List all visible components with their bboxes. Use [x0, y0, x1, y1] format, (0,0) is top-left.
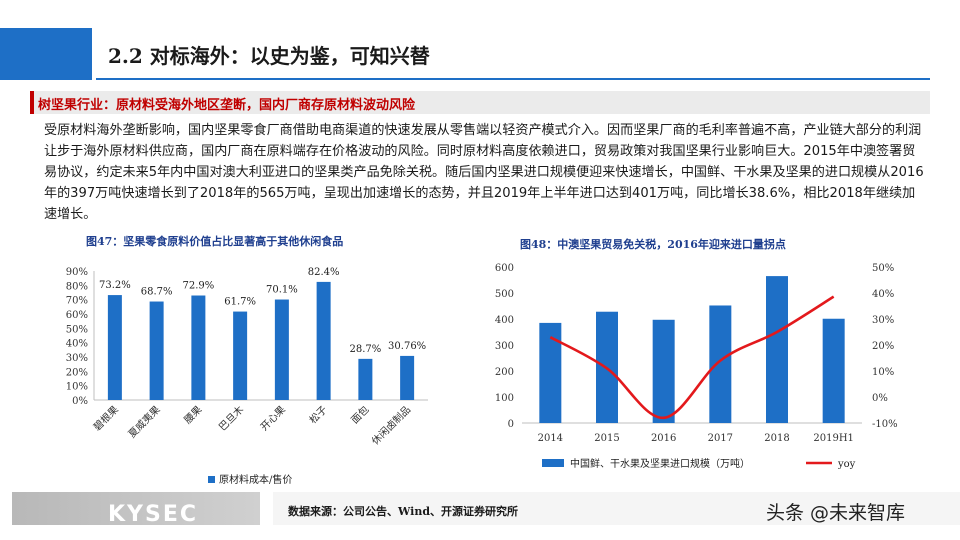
combo-chart-nut-imports: 0 100 200 300 400 500 600 -10% 0% 10% 20% 30% 40% 50%… — [495, 263, 898, 470]
x-tick-label: 开心果 — [258, 404, 288, 434]
header-rule — [96, 78, 930, 80]
bar — [233, 311, 248, 400]
footer-logo-background — [12, 492, 260, 525]
data-label: 61.7% — [224, 297, 256, 308]
bar — [709, 305, 732, 423]
x-tick-label: 2015 — [594, 433, 619, 444]
y-tick-label: 20% — [66, 367, 88, 378]
legend-label-yoy: yoy — [837, 459, 856, 470]
x-tick-label: 夏威夷果 — [125, 403, 162, 440]
bar — [149, 301, 164, 400]
y-left-tick-label: 400 — [495, 315, 514, 326]
bar — [539, 322, 562, 423]
legend-label-bars: 中国鲜、干水果及坚果进口规模（万吨） — [570, 457, 750, 470]
bar — [652, 319, 675, 423]
y-right-tick-label: 0% — [872, 393, 888, 404]
x-tick-label: 2016 — [651, 433, 676, 444]
legend-swatch-bars — [542, 459, 564, 467]
chart-title-fig47: 图47：坚果零食原料价值占比显著高于其他休闲食品 — [86, 235, 344, 248]
y-tick-label: 0% — [72, 396, 88, 407]
y-tick-label: 70% — [66, 296, 88, 307]
body-paragraph: 受原材料海外垄断影响，国内坚果零食厂商借助电商渠道的快速发展从零售端以轻资产模式… — [44, 123, 924, 222]
y-tick-label: 60% — [66, 310, 88, 321]
y-left-tick-label: 500 — [495, 289, 514, 300]
y-left-tick-label: 200 — [495, 367, 514, 378]
footer-bar — [0, 492, 960, 525]
company-logo: KYSEC — [108, 502, 198, 527]
section-heading-bar — [30, 91, 930, 114]
y-left-tick-label: 300 — [495, 341, 514, 352]
bar — [358, 358, 373, 400]
x-tick-label: 腰果 — [182, 404, 205, 427]
bar — [316, 281, 331, 400]
y-left-tick-label: 600 — [495, 263, 514, 274]
data-source-note: 数据来源：公司公告、Wind、开源证券研究所 — [288, 505, 519, 518]
y-right-tick-label: 30% — [872, 315, 894, 326]
y-right-tick-label: 40% — [872, 289, 894, 300]
x-tick-label: 碧根果 — [91, 403, 121, 433]
yoy-line — [549, 295, 835, 420]
data-label: 82.4% — [308, 267, 340, 278]
footer-source-band — [270, 492, 960, 525]
data-label: 72.9% — [182, 281, 214, 292]
header-accent-block — [0, 28, 92, 80]
bar — [400, 355, 415, 400]
x-tick-label: 2019H1 — [813, 433, 854, 444]
bar-chart-raw-material-share: 0% 10% 20% 30% 40% 50% 60% 70% 80% 90% 73.2% 碧根果 68.… — [66, 267, 428, 486]
x-tick-label: 2014 — [538, 433, 563, 444]
bar — [191, 295, 206, 400]
y-right-tick-label: 10% — [872, 367, 894, 378]
legend-label: 原材料成本/售价 — [219, 473, 292, 486]
data-label: 28.7% — [349, 344, 381, 355]
x-tick-label: 松子 — [306, 403, 329, 426]
page-title: 2.2 对标海外：以史为鉴，可知兴替 — [108, 44, 430, 68]
x-tick-label: 2018 — [764, 433, 789, 444]
section-heading: 树坚果行业：原材料受海外地区垄断，国内厂商存原材料波动风险 — [38, 98, 416, 113]
y-right-tick-label: 20% — [872, 341, 894, 352]
data-label: 68.7% — [141, 287, 173, 298]
data-label: 73.2% — [99, 280, 131, 291]
x-tick-label: 2017 — [708, 433, 733, 444]
y-tick-label: 30% — [66, 353, 88, 364]
y-right-tick-label: -10% — [872, 419, 898, 430]
x-tick-label: 巴旦木 — [217, 404, 247, 434]
y-tick-label: 50% — [66, 324, 88, 335]
y-tick-label: 80% — [66, 281, 88, 292]
y-tick-label: 40% — [66, 339, 88, 350]
y-tick-label: 10% — [66, 382, 88, 393]
data-label: 70.1% — [266, 285, 298, 296]
header-gap — [92, 28, 96, 80]
y-left-tick-label: 0 — [508, 419, 514, 430]
x-tick-label: 面包 — [348, 403, 371, 426]
header-bar — [0, 28, 930, 80]
watermark: 头条 @未来智库 — [766, 502, 906, 524]
y-left-tick-label: 100 — [495, 393, 514, 404]
chart-title-fig48: 图48：中澳坚果贸易免关税，2016年迎来进口量拐点 — [520, 238, 786, 251]
data-label: 30.76% — [388, 341, 426, 352]
bar — [822, 318, 845, 423]
y-tick-label: 90% — [66, 267, 88, 278]
x-tick-label: 休闲卤制品 — [369, 403, 414, 448]
legend-swatch — [208, 476, 215, 483]
bar — [274, 299, 289, 400]
y-right-tick-label: 50% — [872, 263, 894, 274]
bar — [107, 295, 122, 400]
bar — [766, 276, 788, 423]
